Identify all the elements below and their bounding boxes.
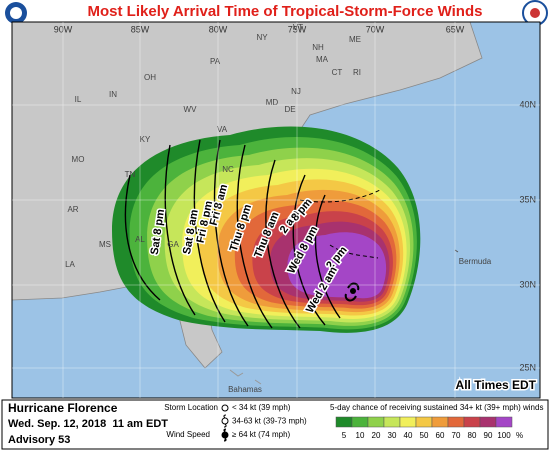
advisory: Advisory 53 <box>8 434 70 446</box>
symbol-low <box>221 404 229 412</box>
place-label: VT <box>293 23 303 32</box>
scale-label: 60 <box>436 431 445 440</box>
scale-label: 30 <box>388 431 397 440</box>
scale-label: 70 <box>452 431 461 440</box>
storm-location-label: Storm Location <box>164 403 218 412</box>
contour <box>292 174 326 326</box>
scale-label: 10 <box>356 431 365 440</box>
place-label: VA <box>217 125 228 134</box>
contour <box>236 144 273 329</box>
place-label: MD <box>266 98 279 107</box>
wind-speed-label: Wind Speed <box>166 430 210 439</box>
scale-label: 50 <box>420 431 429 440</box>
longitude-label: 70W <box>366 24 385 34</box>
symbol-label: ≥ 64 kt (74 mph) <box>232 430 291 439</box>
symbol-label: 34-63 kt (39-73 mph) <box>232 417 307 426</box>
scale-swatch <box>415 416 433 428</box>
contour-dashed <box>299 189 381 203</box>
latitude-label: 25N <box>519 362 536 372</box>
place-label: Bahamas <box>228 385 262 394</box>
place-label: GA <box>167 240 179 249</box>
place-label: AR <box>67 205 78 214</box>
scale-swatch <box>335 416 353 428</box>
place-label: MO <box>72 155 85 164</box>
longitude-label: 75W <box>288 24 307 34</box>
map-frame <box>11 21 541 399</box>
place-label: LA <box>65 260 75 269</box>
scale-label: 5 <box>342 431 347 440</box>
contour <box>193 139 226 323</box>
symbol-mid <box>221 414 229 428</box>
scale-unit: % <box>516 431 523 440</box>
place-label: TN <box>125 170 136 179</box>
scale-swatch <box>383 416 401 428</box>
place-label: AL <box>135 235 145 244</box>
nws-logo <box>522 0 548 26</box>
longitude-label: 85W <box>131 24 150 34</box>
scale-swatch <box>431 416 449 428</box>
scale-label: 90 <box>484 431 493 440</box>
scale-title: 5-day chance of receiving sustained 34+ … <box>330 403 543 412</box>
contour-dashed <box>329 244 379 259</box>
place-label: CT <box>332 68 343 77</box>
contour <box>124 174 161 301</box>
place-label: ME <box>349 35 361 44</box>
place-label: KY <box>140 135 151 144</box>
issued: Wed. Sep. 12, 2018 11 am EDT <box>8 418 168 430</box>
scale-swatch <box>495 416 513 428</box>
latitude-label: 40N <box>519 99 536 109</box>
storm-center <box>350 288 356 294</box>
place-label: MA <box>316 55 329 64</box>
contour <box>213 139 249 327</box>
contour <box>265 159 301 329</box>
longitude-label: 65W <box>446 24 465 34</box>
place-label: NC <box>222 165 234 174</box>
bermuda <box>454 249 459 253</box>
scale-swatch <box>447 416 465 428</box>
symbol-label: < 34 kt (39 mph) <box>232 403 291 412</box>
scale-swatch <box>399 416 417 428</box>
scale-swatch <box>351 416 369 428</box>
map: IL IN OH PA NY VT NH MA ME CT RI NJ MD DE WV VA KY MO TN NC… <box>12 22 540 398</box>
place-label: DE <box>284 105 295 114</box>
scale-swatch <box>463 416 481 428</box>
scale-label: 80 <box>468 431 477 440</box>
place-label: OH <box>144 73 156 82</box>
place-label: RI <box>353 68 361 77</box>
place-label: NJ <box>291 87 301 96</box>
scale-swatch <box>367 416 385 428</box>
storm-symbol <box>344 282 360 302</box>
longitude-label: 80W <box>209 24 228 34</box>
longitude-label: 90W <box>54 24 73 34</box>
contour <box>164 144 196 316</box>
title: Most Likely Arrival Time of Tropical-Sto… <box>88 3 483 20</box>
place-label: IL <box>75 95 82 104</box>
scale-label: 40 <box>404 431 413 440</box>
place-label: WV <box>184 105 198 114</box>
place-label: NY <box>256 33 268 42</box>
place-label: NH <box>312 43 324 52</box>
place-label: Bermuda <box>459 257 492 266</box>
place-label: MS <box>99 240 111 249</box>
place-label: IN <box>109 90 117 99</box>
noaa-logo <box>5 2 27 24</box>
latitude-label: 35N <box>519 194 536 204</box>
scale-label: 20 <box>372 431 381 440</box>
bahamas <box>229 369 262 385</box>
scale-swatch <box>479 416 497 428</box>
symbol-high <box>221 428 229 442</box>
storm-name: Hurricane Florence <box>8 401 118 415</box>
contour <box>314 194 341 319</box>
scale-label: 100 <box>497 431 511 440</box>
time-zone-note: All Times EDT <box>456 378 537 392</box>
swath-band <box>287 232 387 299</box>
place-label: PA <box>210 57 221 66</box>
latitude-label: 30N <box>519 279 536 289</box>
